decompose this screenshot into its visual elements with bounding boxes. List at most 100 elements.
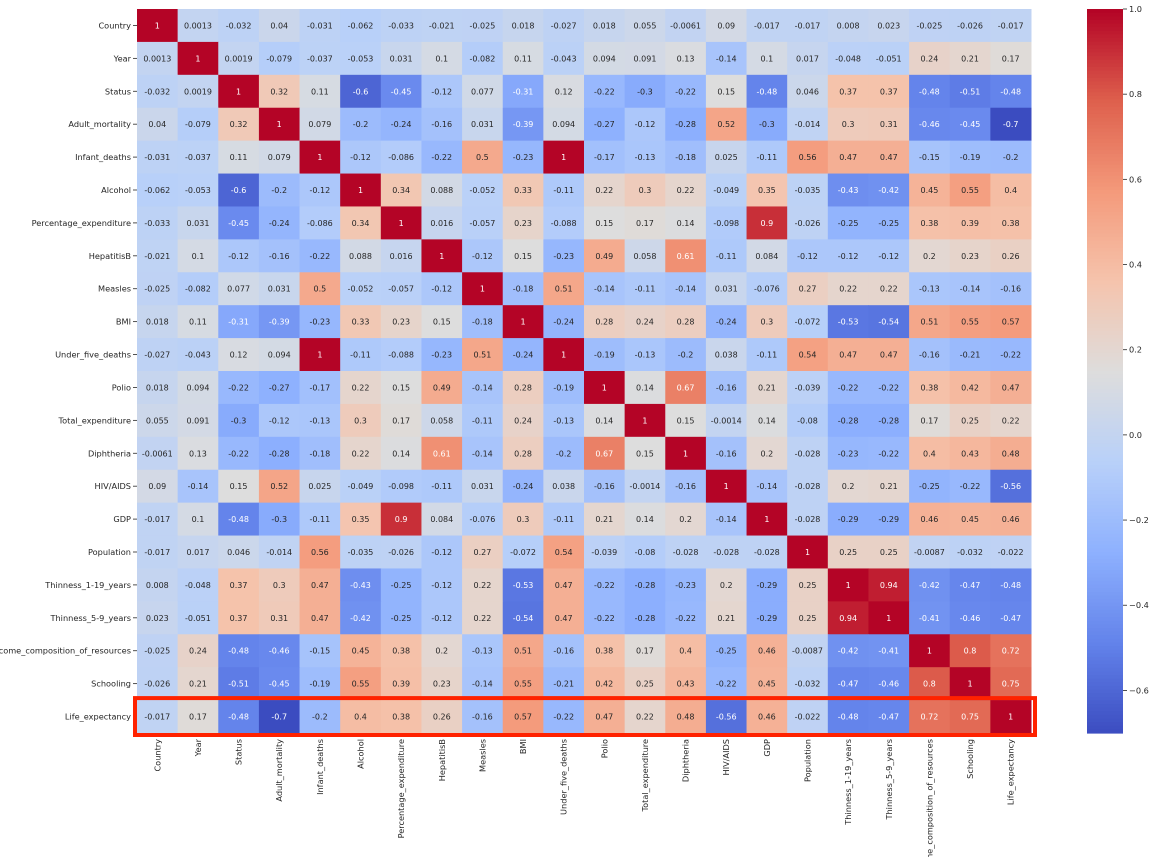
cell-value-label: -0.43 [838,186,859,195]
heatmap-cell [705,371,748,405]
cell-value-label: -0.026 [795,219,821,228]
heatmap-cell [299,9,341,43]
cell-value-label: 0.34 [352,219,370,228]
colorbar-segment [1087,541,1123,546]
heatmap-cell [787,305,829,339]
cell-value-label: -0.16 [716,449,737,458]
x-tick-label: Diphtheria [681,739,691,782]
heatmap-cell [177,9,219,43]
cell-value-label: 0.38 [392,647,410,656]
heatmap-cell [462,9,504,43]
colorbar: 1.0 0.8 0.6 0.4 0.2 0.0 −0.2 −0.4 −0.6 [1087,4,1149,734]
cell-value-label: 0.28 [514,383,532,392]
heatmap-cell [177,469,219,504]
colorbar-segment [1087,714,1123,720]
colorbar-segment [1087,23,1123,28]
heatmap-cell [177,568,219,602]
cell-value-label: -0.028 [673,548,699,557]
heatmap-cell [665,206,707,240]
cell-value-label: 1 [317,153,322,162]
heatmap-cell [949,469,991,504]
heatmap-cell [137,601,179,635]
heatmap-cell [624,305,666,339]
cell-value-label: 0.47 [1002,383,1020,392]
cell-value-label: 0.45 [758,680,776,689]
heatmap-cell [827,272,869,306]
colorbar-segment [1087,99,1123,104]
cell-value-label: -0.086 [307,219,333,228]
heatmap-cell [827,338,869,372]
cell-value-label: -0.028 [754,548,780,557]
cell-value-label: 0.42 [961,383,979,392]
cell-value-label: 0.31 [880,120,898,129]
colorbar-segment [1087,110,1123,115]
cell-value-label: -0.14 [757,482,778,491]
cell-value-label: 1 [683,449,688,458]
colorbar-segment [1087,682,1123,687]
heatmap-cell [543,173,585,207]
heatmap-cell [584,436,626,471]
heatmap-cell [909,305,951,339]
cell-value-label: 0.24 [514,416,532,425]
colorbar-segment [1087,533,1123,539]
cell-value-label: -0.23 [310,318,331,327]
heatmap-cell [380,601,422,635]
cell-value-label: -0.2 [271,186,287,195]
heatmap-cell [746,601,788,635]
heatmap-cell [705,634,748,668]
cell-value-label: -0.028 [713,548,739,557]
cell-value-label: -0.017 [795,21,821,30]
cell-value-label: -0.17 [310,383,331,392]
heatmap-cell [746,371,788,405]
cell-value-label: -0.53 [513,581,534,590]
colorbar-segment [1087,247,1123,253]
cell-value-label: 0.48 [1002,449,1020,458]
heatmap-cell [584,140,626,175]
colorbar-segment [1087,218,1123,224]
colorbar-segment [1087,316,1123,321]
colorbar-segment [1087,544,1123,549]
cell-value-label: -0.23 [838,449,859,458]
heatmap-cell [909,107,951,142]
cell-value-label: -0.088 [551,219,577,228]
heatmap-cell [949,272,991,306]
colorbar-segment [1087,269,1123,274]
y-tick-label: Income_composition_of_resources [0,646,131,656]
cell-value-label: 0.17 [1002,54,1020,63]
heatmap-cell [421,535,463,569]
cell-value-label: 0.058 [634,252,657,261]
cell-value-label: -0.13 [472,647,493,656]
heatmap-cell [137,107,179,142]
cell-value-label: -0.16 [472,713,493,722]
cell-value-label: 0.46 [1002,515,1020,524]
cell-value-label: 0.17 [636,647,654,656]
colorbar-segment [1087,439,1123,444]
cell-value-label: -0.033 [388,21,414,30]
heatmap-cell [949,535,991,569]
heatmap-cell [177,667,219,701]
cell-value-label: 0.26 [1002,252,1020,261]
heatmap-cell [218,568,260,602]
cell-value-label: -0.0061 [670,21,701,30]
cell-value-label: 1 [399,219,404,228]
heatmap-cell [258,305,301,339]
cell-value-label: -0.11 [553,186,574,195]
heatmap-cell [624,140,666,175]
heatmap-cell [868,634,910,668]
heatmap-cell [421,107,463,142]
y-tick-label: Under_five_deaths [55,350,131,360]
heatmap-cell [380,568,422,602]
cell-value-label: -0.082 [185,285,211,294]
heatmap-cell [421,41,463,76]
heatmap-cell [624,41,666,76]
cell-value-label: -0.21 [553,680,574,689]
heatmap-cell [909,634,951,668]
cell-value-label: 0.031 [471,120,494,129]
cell-value-label: -0.29 [757,614,778,623]
heatmap-cell [258,206,301,240]
heatmap-cell [543,239,585,273]
cell-value-label: 0.25 [799,614,817,623]
cell-value-label: -0.028 [795,449,821,458]
colorbar-tick-label: 0.2 [1129,345,1142,355]
